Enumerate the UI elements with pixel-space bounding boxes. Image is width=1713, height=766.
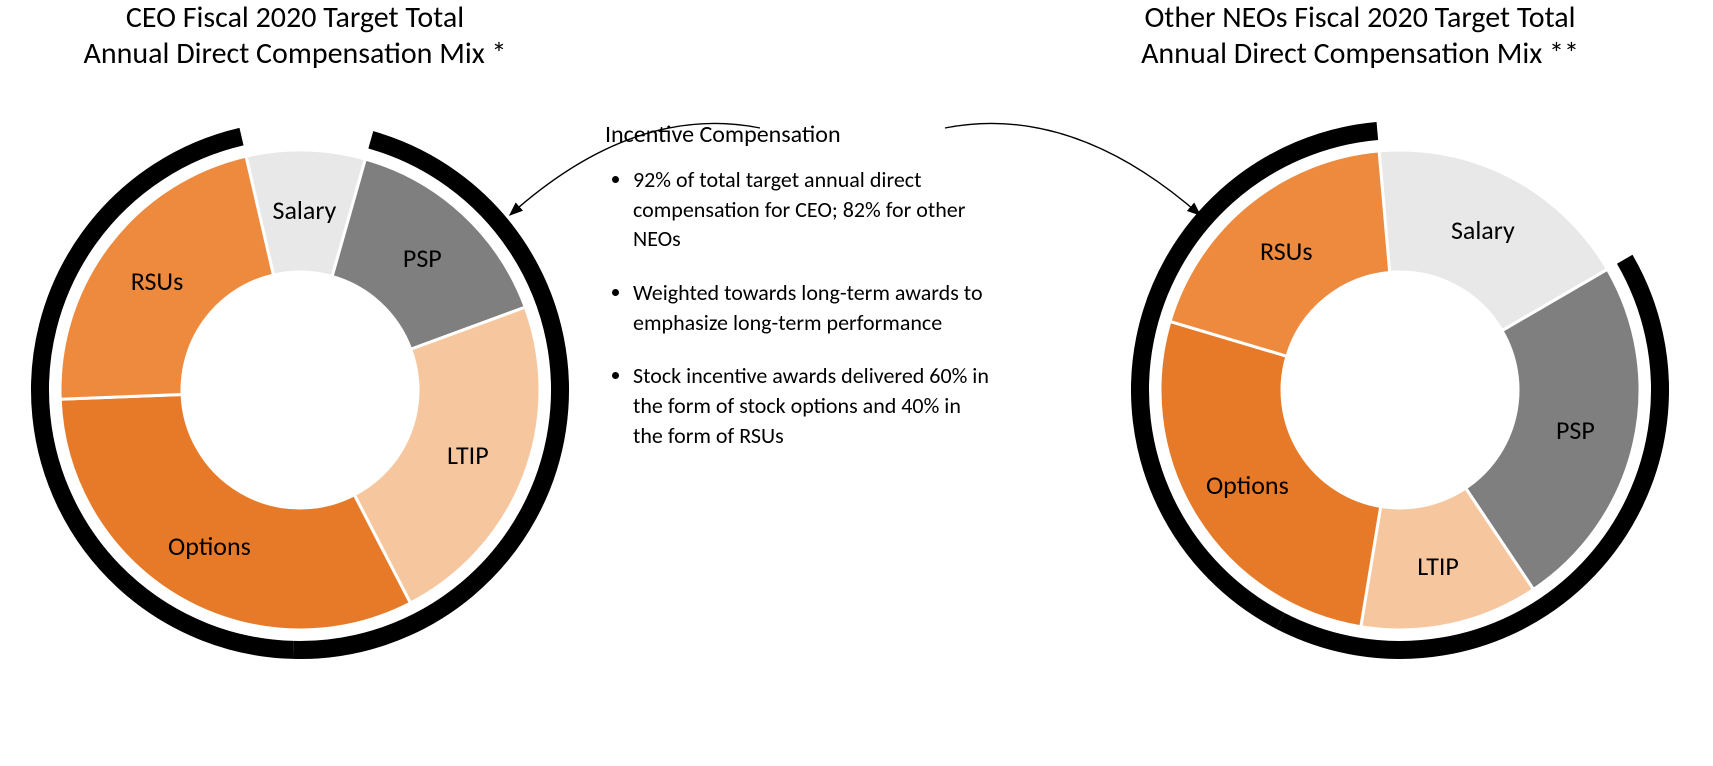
donut-svg — [1120, 110, 1680, 670]
center-bullet: 92% of total target annual direct compen… — [633, 165, 995, 254]
donut-slice-options — [60, 395, 410, 630]
page-root: CEO Fiscal 2020 Target Total Annual Dire… — [0, 0, 1713, 766]
center-bullet: Weighted towards long-term awards to emp… — [633, 278, 995, 337]
donut-chart-ceo: SalaryPSPLTIPOptionsRSUs — [20, 110, 580, 670]
donut-slice-rsus — [60, 156, 273, 399]
donut-slice-rsus — [1170, 151, 1390, 356]
center-bullet: Stock incentive awards delivered 60% in … — [633, 361, 995, 450]
center-bullets: 92% of total target annual direct compen… — [605, 165, 995, 475]
donut-chart-neos: SalaryPSPLTIPOptionsRSUs — [1120, 110, 1680, 670]
donut-slice-options — [1160, 321, 1381, 626]
donut-svg — [20, 110, 580, 670]
